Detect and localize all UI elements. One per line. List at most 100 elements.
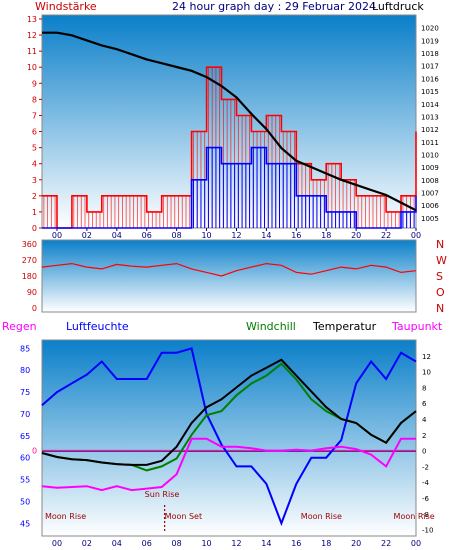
time-tick-label: 16 <box>291 539 301 548</box>
temp-tick-label: -10 <box>422 527 433 535</box>
astro-event-label: Sun Rise <box>145 490 180 499</box>
zero-marker-label: 0 <box>32 447 37 456</box>
temp-tick-label: -2 <box>422 463 429 471</box>
time-tick-label: 04 <box>112 231 122 240</box>
time-tick-label: 10 <box>201 539 211 548</box>
time-tick-label: 00 <box>52 539 62 548</box>
time-tick-label: 06 <box>142 231 152 240</box>
wind-avg-line <box>42 146 417 229</box>
temp-tick-label: 4 <box>422 416 427 424</box>
compass-label: N <box>436 302 444 315</box>
time-tick-label: 08 <box>172 539 182 548</box>
pressure-tick-label: 1016 <box>421 75 439 83</box>
humidity-tick-label: 70 <box>20 410 30 419</box>
astro-event-label: Moon Rise <box>45 512 86 521</box>
time-tick-label: 18 <box>321 231 331 240</box>
direction-tick-label: 180 <box>22 272 37 281</box>
temp-tick-label: -6 <box>422 495 430 503</box>
pressure-tick-label: 1012 <box>421 126 439 134</box>
direction-tick-label: 270 <box>22 256 37 265</box>
pressure-axis-label: Luftdruck <box>372 0 424 13</box>
temp-tick-label: -4 <box>422 479 430 487</box>
pressure-tick-label: 1011 <box>421 139 439 147</box>
time-tick-label: 22 <box>381 231 391 240</box>
wind-tick-label: 12 <box>27 31 37 40</box>
legend-regen: Regen <box>2 320 37 333</box>
time-tick-label: 14 <box>261 539 271 548</box>
time-tick-label: 12 <box>231 539 241 548</box>
chart-title: 24 hour graph day : 29 Februar 2024 <box>172 0 376 13</box>
time-tick-label: 20 <box>351 231 361 240</box>
time-tick-label: 02 <box>82 539 92 548</box>
temp-tick-label: 12 <box>422 353 431 361</box>
wind-direction-line <box>41 262 417 277</box>
legend-taupunkt: Taupunkt <box>391 320 443 333</box>
temp-tick-label: 6 <box>422 400 427 408</box>
pressure-tick-label: 1005 <box>421 215 439 223</box>
pressure-tick-label: 1020 <box>421 25 439 33</box>
temperature-line <box>41 358 417 466</box>
wind-direction-plot-area <box>41 239 417 313</box>
wind-tick-label: 5 <box>32 144 37 153</box>
wind-tick-label: 7 <box>32 111 37 120</box>
time-tick-label: 06 <box>142 539 152 548</box>
compass-label: O <box>436 286 445 299</box>
pressure-tick-label: 1008 <box>421 177 439 185</box>
time-tick-label: 08 <box>172 231 182 240</box>
pressure-tick-label: 1010 <box>421 151 439 159</box>
temp-humidity-plot-area <box>41 339 417 537</box>
pressure-tick-label: 1015 <box>421 88 439 96</box>
wind-tick-label: 9 <box>32 79 37 88</box>
time-tick-label: 00 <box>411 231 421 240</box>
temp-tick-label: 10 <box>422 369 431 377</box>
compass-label: S <box>436 270 443 283</box>
humidity-tick-label: 55 <box>20 476 30 485</box>
astro-event-label: Moon Rise <box>394 512 435 521</box>
legend-luftfeuchte: Luftfeuchte <box>66 320 129 333</box>
time-tick-label: 10 <box>201 231 211 240</box>
wind-tick-label: 13 <box>27 15 37 24</box>
pressure-tick-label: 1007 <box>421 190 439 198</box>
time-tick-label: 12 <box>231 231 241 240</box>
astro-event-label: Moon Set <box>165 512 202 521</box>
compass-label: W <box>436 254 447 267</box>
humidity-tick-label: 50 <box>20 497 30 506</box>
wind-axis-label: Windstärke <box>35 0 97 13</box>
time-tick-label: 00 <box>411 539 421 548</box>
humidity-tick-label: 45 <box>20 519 30 528</box>
wind-tick-label: 2 <box>32 192 37 201</box>
dewpoint-line <box>41 437 416 492</box>
time-tick-label: 20 <box>351 539 361 548</box>
direction-tick-label: 90 <box>27 288 37 297</box>
direction-tick-label: 360 <box>22 240 37 249</box>
wind-tick-label: 4 <box>32 160 37 169</box>
wind-tick-label: 6 <box>32 128 37 137</box>
wind-tick-label: 3 <box>32 176 37 185</box>
wind-tick-label: 1 <box>32 208 37 217</box>
temp-tick-label: 2 <box>422 432 426 440</box>
wind-tick-label: 0 <box>32 224 37 233</box>
wind-tick-label: 8 <box>32 95 37 104</box>
humidity-tick-label: 80 <box>20 366 30 375</box>
time-tick-label: 02 <box>82 231 92 240</box>
humidity-tick-label: 85 <box>20 344 30 353</box>
pressure-line <box>42 31 417 212</box>
temp-tick-label: 0 <box>422 448 426 456</box>
pressure-tick-label: 1018 <box>421 50 439 58</box>
time-tick-label: 22 <box>381 539 391 548</box>
temp-tick-label: 8 <box>422 384 426 392</box>
time-tick-label: 18 <box>321 539 331 548</box>
pressure-tick-label: 1019 <box>421 37 439 45</box>
time-tick-label: 04 <box>112 539 122 548</box>
humidity-line <box>41 347 417 527</box>
compass-label: N <box>436 238 444 251</box>
humidity-tick-label: 65 <box>20 432 30 441</box>
legend-temperatur: Temperatur <box>312 320 377 333</box>
pressure-tick-label: 1009 <box>421 164 439 172</box>
astro-event-label: Moon Rise <box>301 512 342 521</box>
time-tick-label: 14 <box>261 231 271 240</box>
pressure-tick-label: 1006 <box>421 202 439 210</box>
wind-pressure-plot-area <box>41 14 417 229</box>
direction-tick-label: 0 <box>32 304 37 313</box>
wind-tick-label: 10 <box>27 63 37 72</box>
